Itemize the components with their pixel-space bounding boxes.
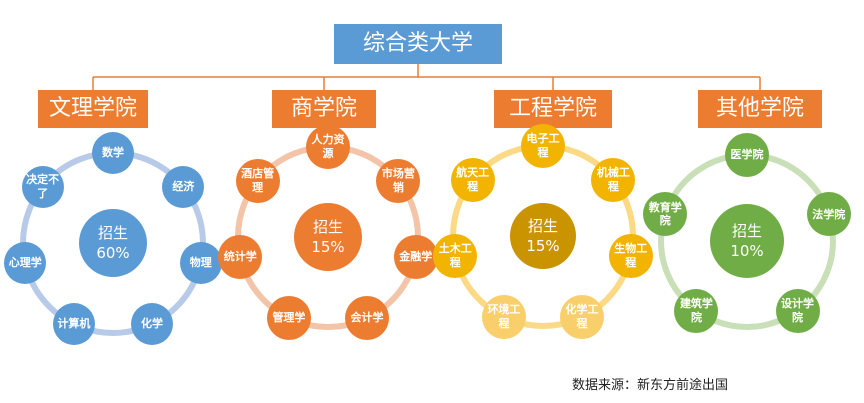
enrollment-center: 招生 60% xyxy=(79,209,147,277)
major-node: 土木工程 xyxy=(433,234,478,279)
category-header: 文理学院 xyxy=(38,90,148,128)
major-node: 统计学 xyxy=(218,235,263,280)
major-node: 数学 xyxy=(92,132,134,174)
enrollment-label: 招生 xyxy=(97,223,128,242)
major-node: 航天工程 xyxy=(450,157,495,202)
category-header: 工程学院 xyxy=(494,90,612,128)
major-node: 酒店管理 xyxy=(235,158,280,203)
major-node: 市场营销 xyxy=(376,158,421,203)
major-node: 管理学 xyxy=(266,296,311,341)
data-source-note: 数据来源：新东方前途出国 xyxy=(572,378,729,393)
major-node: 建筑学院 xyxy=(674,288,719,333)
major-node: 教育学院 xyxy=(643,192,688,237)
enrollment-center: 招生 15% xyxy=(294,203,362,271)
major-node: 生物工程 xyxy=(608,234,653,279)
enrollment-value: 60% xyxy=(96,244,130,262)
major-node: 法学院 xyxy=(806,192,851,237)
enrollment-label: 招生 xyxy=(527,216,558,235)
major-node: 医学院 xyxy=(725,133,769,177)
enrollment-value: 10% xyxy=(730,242,764,260)
major-node: 金融学 xyxy=(393,235,438,280)
enrollment-center: 招生 15% xyxy=(510,203,576,269)
major-node: 化学工程 xyxy=(560,295,605,340)
enrollment-center: 招生 10% xyxy=(710,204,784,278)
major-node: 决定不了 xyxy=(21,165,64,208)
enrollment-label: 招生 xyxy=(312,217,343,236)
root-title: 综合类大学 xyxy=(334,24,502,64)
major-node: 环境工程 xyxy=(481,295,526,340)
major-node: 会计学 xyxy=(345,296,390,341)
major-node: 计算机 xyxy=(52,303,95,346)
major-node: 电子工程 xyxy=(521,124,565,168)
enrollment-label: 招生 xyxy=(731,221,762,240)
category-header: 商学院 xyxy=(272,90,376,128)
major-node: 经济 xyxy=(162,165,205,208)
enrollment-value: 15% xyxy=(526,237,560,255)
major-node: 化学 xyxy=(131,303,174,346)
major-node: 心理学 xyxy=(4,242,47,285)
major-node: 设计学院 xyxy=(775,288,820,333)
major-node: 物理 xyxy=(179,242,222,285)
enrollment-value: 15% xyxy=(311,238,345,256)
major-node: 人力资源 xyxy=(306,125,350,169)
major-node: 机械工程 xyxy=(591,157,636,202)
category-header: 其他学院 xyxy=(698,90,822,128)
